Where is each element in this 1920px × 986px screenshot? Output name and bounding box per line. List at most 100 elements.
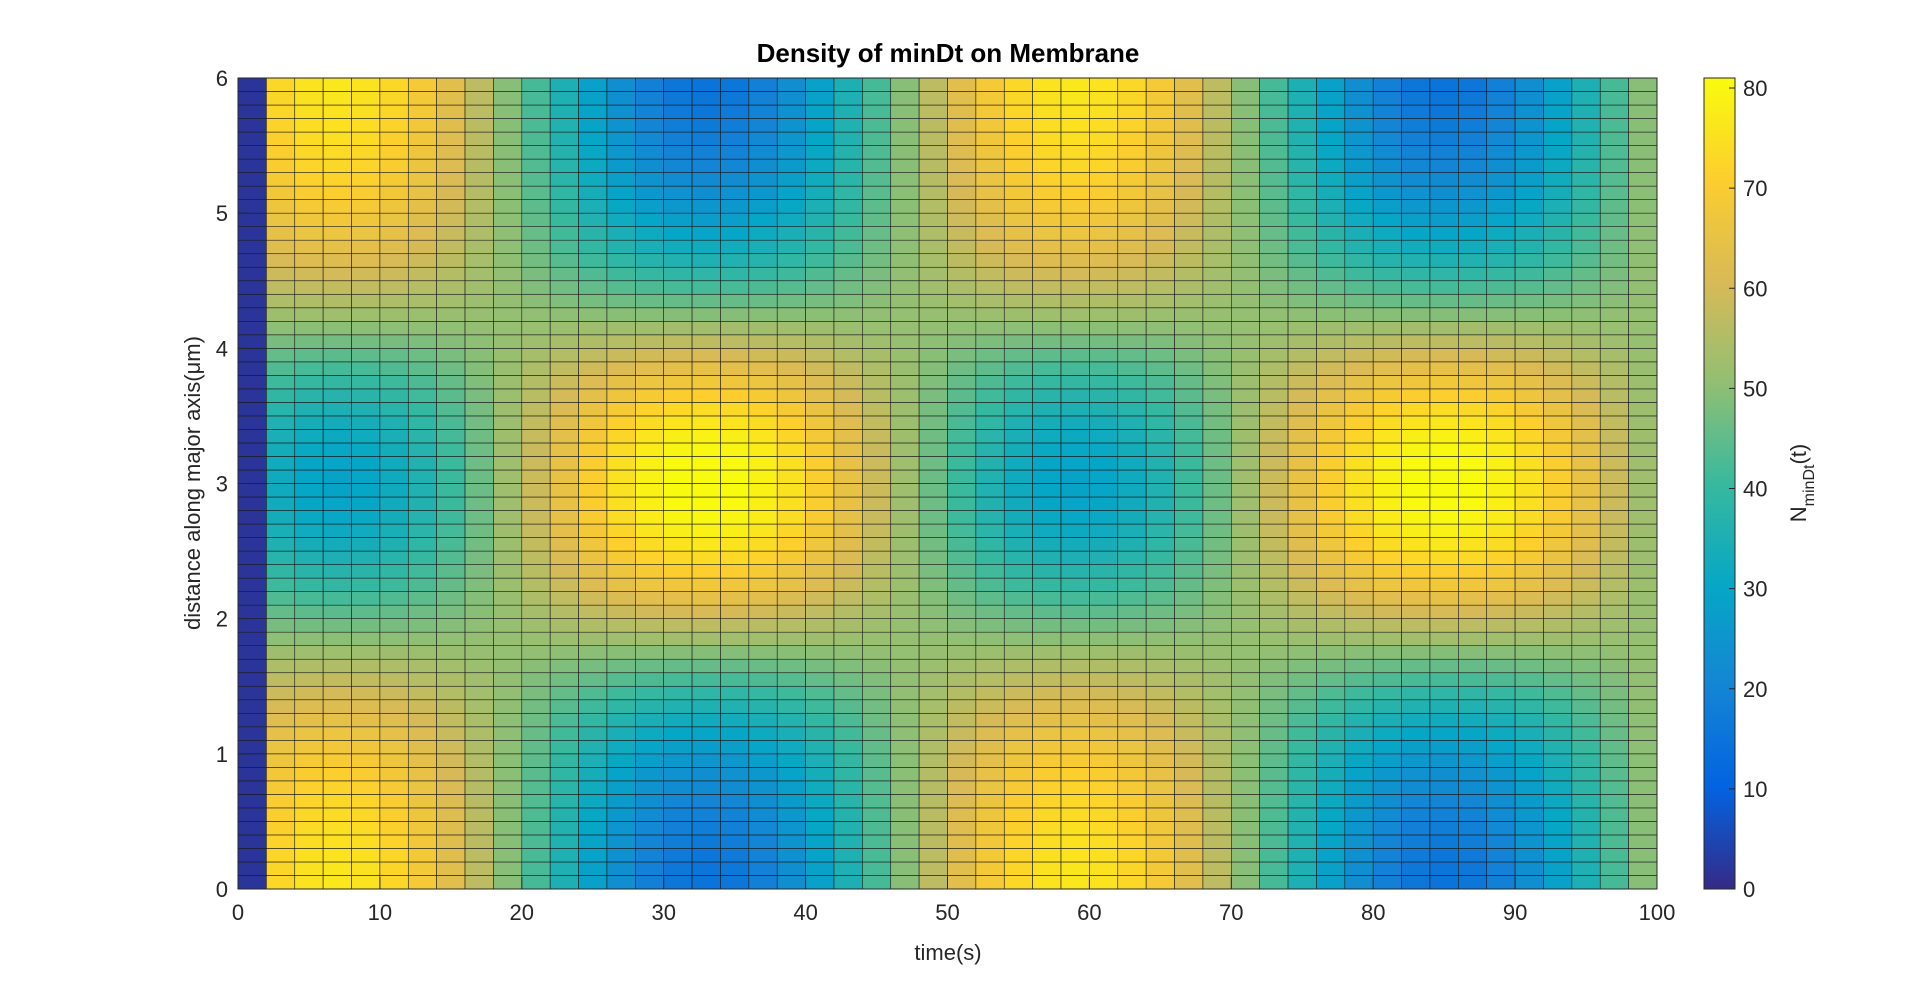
heatmap-cell [1003, 591, 1033, 606]
heatmap-cell [1174, 631, 1204, 647]
heatmap-cell [1145, 821, 1175, 836]
heatmap-cell [1543, 172, 1573, 187]
heatmap-cell [266, 483, 296, 498]
heatmap-cell [1458, 429, 1488, 444]
heatmap-cell [748, 767, 778, 782]
heatmap-cell [407, 550, 437, 565]
heatmap-cell [322, 794, 352, 809]
heatmap-cell [407, 334, 437, 349]
heatmap-cell [1514, 77, 1544, 92]
heatmap-cell [1231, 429, 1260, 444]
heatmap-cell [1089, 740, 1119, 755]
heatmap-cell [606, 320, 636, 336]
heatmap-cell [1401, 280, 1431, 295]
heatmap-cell [1344, 875, 1374, 890]
heatmap-cell [407, 266, 437, 282]
heatmap-cell [578, 550, 608, 565]
heatmap-cell [918, 645, 948, 660]
heatmap-cell [578, 537, 608, 552]
heatmap-cell [1174, 158, 1204, 173]
heatmap-cell [1486, 631, 1516, 647]
heatmap-cell [720, 645, 750, 660]
heatmap-cell [1458, 821, 1488, 836]
heatmap-cell [549, 442, 579, 457]
heatmap-cell [407, 712, 437, 728]
heatmap-cell [407, 104, 437, 119]
heatmap-cell [1458, 320, 1488, 336]
heatmap-cell [521, 685, 551, 701]
heatmap-cell [407, 145, 437, 160]
heatmap-cell [351, 726, 381, 741]
heatmap-cell [266, 794, 296, 809]
heatmap-cell [549, 861, 579, 876]
heatmap-cell [379, 104, 409, 119]
heatmap-cell [1060, 699, 1090, 714]
heatmap-cell [1117, 740, 1147, 755]
colorbar-tick-label: 0 [1743, 877, 1755, 902]
heatmap-cell [1316, 320, 1346, 336]
heatmap-cell [351, 631, 381, 647]
heatmap-cell [776, 699, 806, 714]
heatmap-cell [975, 307, 1005, 322]
heatmap-cell [1599, 577, 1629, 592]
heatmap-cell [833, 523, 863, 538]
heatmap-cell [606, 577, 636, 592]
heatmap-cell [1599, 658, 1629, 674]
heatmap-cell [890, 212, 920, 227]
heatmap-cell [407, 753, 437, 768]
heatmap-cell [351, 131, 381, 146]
heatmap-cell [1628, 699, 1658, 714]
heatmap-cell [1486, 807, 1516, 822]
heatmap-cell [1514, 266, 1544, 282]
heatmap-cell [805, 496, 835, 511]
heatmap-cell [1514, 604, 1544, 619]
heatmap-cell [862, 523, 892, 538]
heatmap-cell [1514, 537, 1544, 552]
heatmap-cell [720, 848, 750, 863]
heatmap-cell [1032, 767, 1062, 782]
heatmap-cell [1571, 875, 1601, 890]
heatmap-cell [1429, 550, 1459, 565]
heatmap-cell [1145, 510, 1175, 525]
heatmap-cell [975, 550, 1005, 565]
heatmap-cell [1089, 402, 1119, 417]
heatmap-cell [1514, 848, 1544, 863]
heatmap-cell [1628, 618, 1658, 633]
heatmap-cell [1486, 618, 1516, 633]
heatmap-cell [379, 712, 409, 728]
heatmap-cell [436, 658, 466, 674]
heatmap-cell [1003, 658, 1033, 674]
heatmap-cell [975, 185, 1005, 200]
heatmap-cell [266, 199, 296, 214]
heatmap-cell [1543, 645, 1573, 660]
heatmap-cell [1259, 91, 1289, 106]
heatmap-cell [890, 712, 920, 728]
heatmap-cell [1514, 875, 1544, 890]
heatmap-cell [1401, 483, 1431, 498]
heatmap-cell [1259, 496, 1289, 511]
heatmap-cell [294, 618, 324, 633]
heatmap-cell [1145, 456, 1175, 471]
heatmap-cell [975, 388, 1005, 403]
heatmap-cell [1543, 550, 1573, 565]
heatmap-cell [1174, 834, 1204, 849]
heatmap-cell [266, 415, 296, 430]
heatmap-cell [578, 172, 608, 187]
heatmap-cell [1543, 239, 1573, 255]
heatmap-cell [436, 145, 466, 160]
heatmap-cell [1543, 185, 1573, 200]
heatmap-cell [975, 429, 1005, 444]
heatmap-cell [635, 699, 665, 714]
heatmap-cell [493, 307, 523, 322]
heatmap-cell [1117, 158, 1147, 173]
heatmap-cell [1429, 131, 1459, 146]
heatmap-cell [833, 591, 863, 606]
heatmap-cell [322, 104, 352, 119]
heatmap-cell [1174, 510, 1204, 525]
heatmap-cell [578, 199, 608, 214]
heatmap-cell [862, 658, 892, 674]
heatmap-cell [379, 145, 409, 160]
heatmap-cell [1458, 875, 1488, 890]
heatmap-cell [549, 402, 579, 417]
heatmap-cell [1003, 767, 1033, 782]
